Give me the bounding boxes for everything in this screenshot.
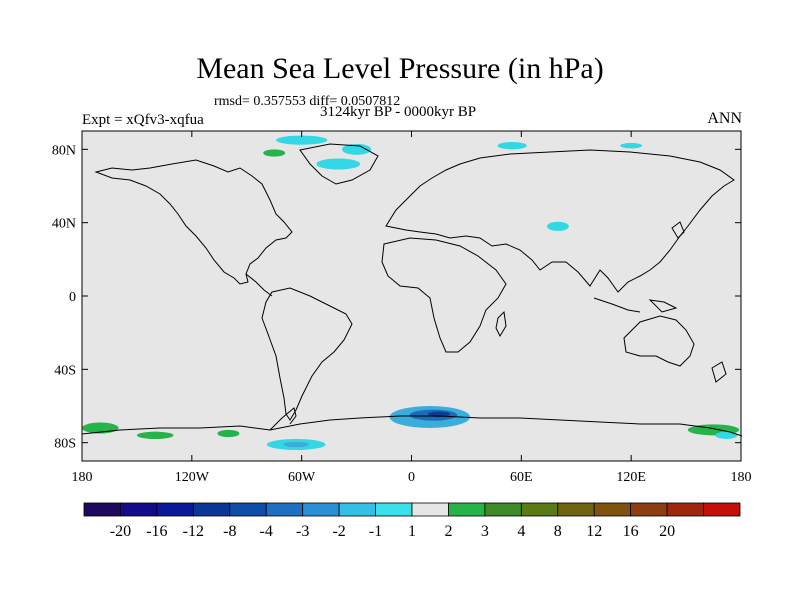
colorbar-label: 12 bbox=[586, 523, 602, 540]
colorbar-label: -12 bbox=[183, 523, 204, 540]
coast-africa bbox=[381, 237, 507, 353]
lat-tick-label: 80N bbox=[52, 143, 76, 158]
anomaly-region bbox=[263, 149, 286, 157]
coast-new-zealand bbox=[711, 361, 727, 383]
lat-tick-label: 80S bbox=[54, 437, 76, 452]
colorbar-label: 3 bbox=[481, 523, 489, 540]
anomaly-region bbox=[341, 143, 372, 155]
coast-antarctic-peninsula bbox=[269, 407, 297, 431]
colorbar-label: 16 bbox=[623, 523, 639, 540]
longitude-axis: 180 120W 60W 0 60E 120E 180 bbox=[72, 131, 752, 485]
colorbar-label: 20 bbox=[659, 523, 675, 540]
colorbar-label: 2 bbox=[444, 523, 452, 540]
colorbar-swatch bbox=[630, 502, 668, 517]
anomaly-region bbox=[283, 441, 309, 448]
colorbar-swatch bbox=[666, 502, 704, 517]
colorbar-swatch bbox=[448, 502, 486, 517]
anomaly-region bbox=[136, 431, 174, 440]
anomaly-region bbox=[546, 221, 569, 231]
map-title: Mean Sea Level Pressure (in hPa) bbox=[196, 52, 604, 85]
lon-tick-label: 120E bbox=[616, 470, 646, 485]
colorbar-swatch bbox=[375, 502, 413, 517]
colorbar-swatch bbox=[229, 502, 267, 517]
lat-tick-label: 0 bbox=[69, 290, 76, 305]
coast-south-america bbox=[261, 287, 353, 421]
lon-tick-label: 0 bbox=[408, 470, 415, 485]
colorbar-swatch bbox=[302, 502, 340, 517]
period-label: 3124kyr BP - 0000kyr BP bbox=[320, 104, 477, 120]
latitude-axis: 80N 40N 0 40S 80S bbox=[52, 143, 741, 452]
coast-antarctica bbox=[81, 415, 743, 437]
colorbar-label: -4 bbox=[260, 523, 273, 540]
colorbar-swatch bbox=[265, 502, 304, 517]
lon-tick-label: 60W bbox=[288, 470, 316, 485]
colorbar-label: -2 bbox=[332, 523, 345, 540]
anomaly-region bbox=[276, 135, 328, 145]
colorbar-label: -3 bbox=[296, 523, 309, 540]
colorbar-swatch bbox=[192, 502, 231, 517]
lat-tick-label: 40N bbox=[52, 217, 76, 232]
coast-eurasia bbox=[385, 149, 735, 293]
lon-tick-label: 180 bbox=[72, 470, 93, 485]
lon-tick-label: 180 bbox=[731, 470, 752, 485]
colorbar-label: -20 bbox=[110, 523, 131, 540]
anomaly-region bbox=[620, 142, 643, 149]
map-background bbox=[82, 131, 741, 461]
coast-australia bbox=[623, 315, 695, 367]
colorbar: -20 -16 -12 -8 -4 -3 -2 -1 1 2 3 4 8 12 16 20 bbox=[83, 502, 741, 540]
lon-tick-label: 120W bbox=[175, 470, 210, 485]
colorbar-swatch bbox=[484, 502, 522, 517]
colorbar-swatch bbox=[411, 502, 449, 517]
colorbar-swatch bbox=[120, 502, 158, 517]
colorbar-swatch bbox=[83, 502, 121, 517]
coast-madagascar bbox=[495, 310, 507, 338]
map-panel: 80N 40N 0 40S 80S 180 120W 60W 0 60E 120E 180 bbox=[52, 130, 752, 485]
coastlines bbox=[81, 143, 743, 437]
colorbar-label: -16 bbox=[146, 523, 167, 540]
coast-indonesia bbox=[593, 297, 641, 313]
colorbar-label: -1 bbox=[369, 523, 382, 540]
colorbar-swatch bbox=[703, 502, 741, 517]
lat-tick-label: 40S bbox=[54, 363, 76, 378]
colorbar-swatch bbox=[557, 502, 595, 517]
colorbar-label: -8 bbox=[223, 523, 236, 540]
colorbar-swatch bbox=[593, 502, 632, 517]
colorbar-label: 8 bbox=[554, 523, 562, 540]
colorbar-label: 1 bbox=[408, 523, 416, 540]
anomaly-region bbox=[497, 142, 527, 150]
lon-tick-label: 60E bbox=[510, 470, 533, 485]
colorbar-swatch bbox=[520, 502, 559, 517]
experiment-label: Expt = xQfv3-xqfua bbox=[82, 112, 204, 128]
colorbar-swatch bbox=[156, 502, 194, 517]
anomaly-contours bbox=[82, 135, 740, 450]
anomaly-region bbox=[217, 429, 240, 438]
coast-north-america bbox=[94, 159, 293, 285]
season-label: ANN bbox=[707, 110, 742, 127]
coast-greenland bbox=[299, 143, 379, 185]
colorbar-label: 4 bbox=[517, 523, 525, 540]
coast-new-guinea bbox=[648, 299, 678, 313]
coast-central-america bbox=[245, 273, 273, 297]
coast-japan bbox=[671, 221, 685, 239]
colorbar-swatch bbox=[338, 502, 376, 517]
anomaly-region bbox=[715, 431, 738, 440]
anomaly-region bbox=[316, 158, 361, 170]
stats-line: rmsd= 0.357553 diff= 0.0507812 bbox=[214, 94, 401, 109]
